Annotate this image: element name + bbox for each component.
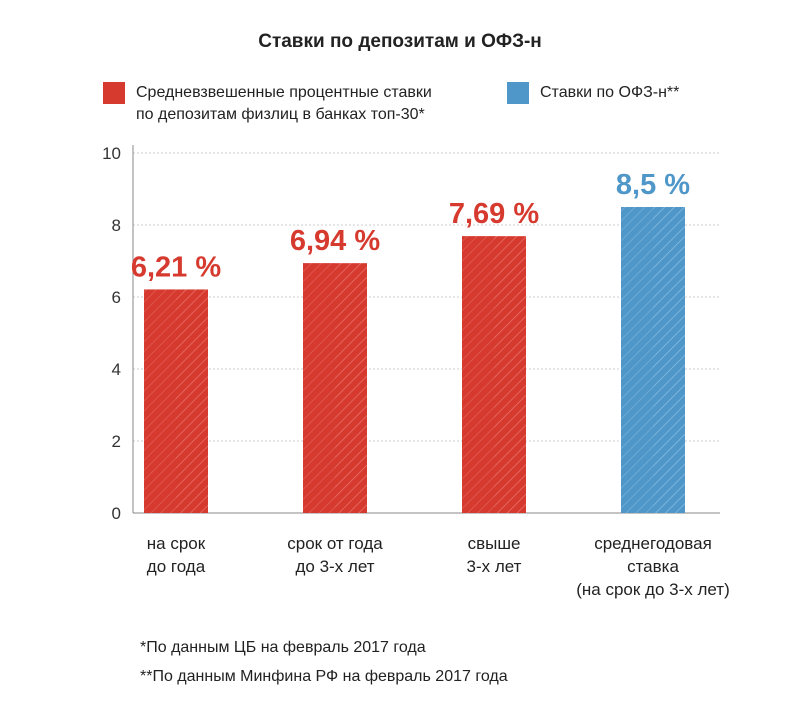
data-label-3: 7,69 %	[449, 198, 539, 230]
y-tick-label: 2	[112, 432, 121, 451]
category-label-2: до 3-х лет	[295, 557, 374, 576]
bars: 6,21 % 6,94 % 7,69 % 8,5 %	[131, 169, 690, 513]
category-label-1: на срок	[147, 534, 206, 553]
bar-hatch	[144, 289, 208, 513]
bar-3	[462, 236, 526, 513]
data-label-1: 6,21 %	[131, 251, 221, 283]
bar-4	[621, 207, 685, 513]
y-tick-label: 10	[102, 144, 121, 163]
category-label-3: 3-х лет	[467, 557, 522, 576]
category-label-4: ставка	[627, 557, 679, 576]
x-axis: на срок до года срок от года до 3-х лет свыш…	[147, 534, 730, 599]
y-tick-label: 6	[112, 288, 121, 307]
y-tick-label: 0	[112, 504, 121, 523]
footnote-minfin: **По данным Минфина РФ на февраль 2017 г…	[140, 668, 508, 685]
legend-label-1: Средневзвешенные процентные ставки	[136, 84, 432, 101]
bar-shade	[462, 236, 494, 513]
category-label-4: среднегодовая	[594, 534, 712, 553]
data-label-4: 8,5 %	[616, 169, 690, 201]
category-label-4: (на срок до 3-х лет)	[576, 580, 730, 599]
legend-swatch-2	[507, 82, 529, 104]
bar-shade	[144, 289, 176, 513]
y-tick-label: 8	[112, 216, 121, 235]
y-tick-label: 4	[112, 360, 121, 379]
category-label-3: свыше	[468, 534, 521, 553]
bar-hatch	[303, 263, 367, 513]
legend: Средневзвешенные процентные ставки по деп…	[103, 82, 679, 123]
category-label-1: до года	[147, 557, 206, 576]
legend-label-2: Ставки по ОФЗ-н**	[540, 84, 679, 101]
bar-2	[303, 263, 367, 513]
bar-1	[144, 289, 208, 513]
bar-shade	[303, 263, 335, 513]
legend-label-1: по депозитам физлиц в банках топ-30*	[136, 106, 425, 123]
footnote-cb: *По данным ЦБ на февраль 2017 года	[140, 639, 426, 656]
bar-hatch	[462, 236, 526, 513]
chart-title: Ставки по депозитам и ОФЗ-н	[258, 31, 542, 52]
data-label-2: 6,94 %	[290, 225, 380, 257]
legend-swatch-1	[103, 82, 125, 104]
bar-shade	[621, 207, 653, 513]
category-label-2: срок от года	[287, 534, 383, 553]
bar-hatch	[621, 207, 685, 513]
